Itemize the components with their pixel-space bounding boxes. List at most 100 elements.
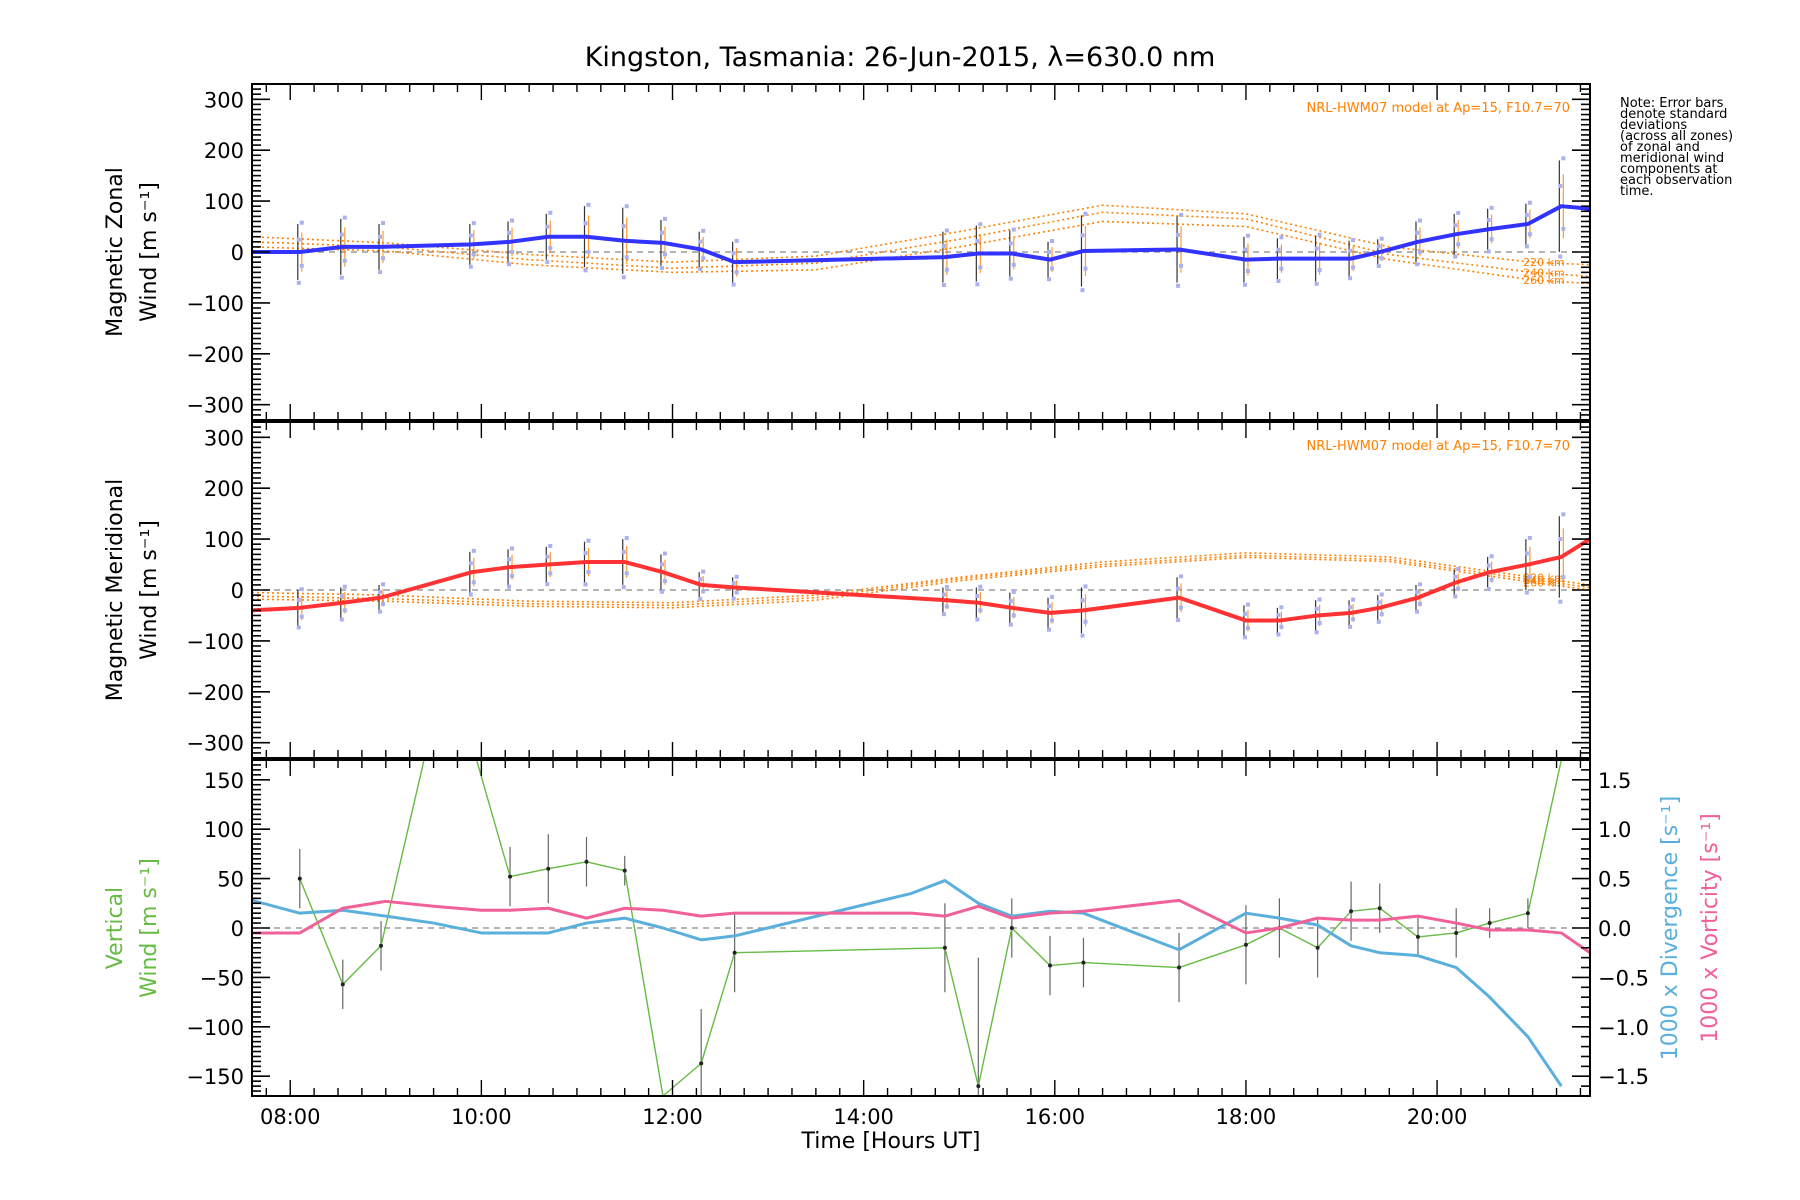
x-tick-label: 18:00 <box>1216 1105 1277 1129</box>
zone-point <box>583 221 588 226</box>
zone-point <box>586 570 591 575</box>
y-tick-label: 100 <box>204 818 244 842</box>
zone-point <box>1242 247 1247 252</box>
zone-point <box>299 220 304 225</box>
zone-point <box>1011 262 1016 267</box>
y-tick-label: 300 <box>204 88 244 112</box>
zone-point <box>944 584 949 589</box>
zone-point <box>1351 265 1356 270</box>
zone-point <box>1489 554 1494 559</box>
zone-point <box>1179 574 1184 579</box>
y2-tick-label: 1.0 <box>1598 818 1631 842</box>
zone-point <box>944 604 949 609</box>
zone-point <box>662 252 667 257</box>
y-tick-label: 0 <box>231 241 244 265</box>
zone-point <box>698 267 703 272</box>
zone-point <box>507 262 512 267</box>
zone-point <box>1050 618 1055 623</box>
zone-point <box>296 280 301 285</box>
zone-point <box>378 234 383 239</box>
zone-point <box>1561 156 1566 161</box>
zone-point <box>659 562 664 567</box>
zone-point <box>978 584 983 589</box>
zone-point <box>339 617 344 622</box>
zone-point <box>545 224 550 229</box>
zone-point <box>1050 594 1055 599</box>
zone-point <box>1376 619 1381 624</box>
zone-point <box>1453 574 1458 579</box>
zone-point <box>548 571 553 576</box>
y-tick-label: −50 <box>200 966 244 990</box>
vertical-wind-point <box>1454 930 1459 935</box>
zone-point <box>339 275 344 280</box>
zone-point <box>1379 256 1384 261</box>
zone-point <box>1527 232 1532 237</box>
model-label: 260 km <box>1523 576 1565 589</box>
zone-point <box>1276 279 1281 284</box>
y-tick-label: −100 <box>186 630 244 654</box>
zone-point <box>1351 617 1356 622</box>
y2-tick-label: 1.5 <box>1598 769 1631 793</box>
x-tick-label: 10:00 <box>451 1105 512 1129</box>
zone-point <box>1011 227 1016 232</box>
zone-point <box>510 249 515 254</box>
zone-point <box>1561 512 1566 517</box>
vorticity-line <box>252 898 1591 954</box>
zone-point <box>1176 232 1181 237</box>
x-tick-label: 14:00 <box>833 1105 894 1129</box>
zone-point <box>1417 582 1422 587</box>
zone-point <box>701 256 706 261</box>
zone-point <box>342 258 347 263</box>
zone-point <box>1179 212 1184 217</box>
zone-point <box>586 538 591 543</box>
zone-point <box>1080 288 1085 293</box>
model-curve-240km <box>251 211 1591 278</box>
zone-point <box>1279 624 1284 629</box>
zone-point <box>378 609 383 614</box>
zone-point <box>299 614 304 619</box>
zone-point <box>941 283 946 288</box>
x-axis-label: Time [Hours UT] <box>801 1129 981 1154</box>
zone-point <box>662 579 667 584</box>
zone-point <box>583 551 588 556</box>
y-tick-label: 200 <box>204 139 244 163</box>
model-annotation: NRL-HWM07 model at Ap=15, F10.7=70 <box>1307 439 1571 454</box>
zone-point <box>1524 244 1529 249</box>
model-label: 240 km <box>1523 266 1565 279</box>
vertical-wind-point <box>379 943 384 948</box>
zone-point <box>468 233 473 238</box>
zone-point <box>1417 218 1422 223</box>
vertical-wind-point <box>1081 960 1086 965</box>
zone-point <box>299 587 304 592</box>
zone-point <box>1279 235 1284 240</box>
zone-point <box>339 232 344 237</box>
zone-point <box>1317 232 1322 237</box>
vertical-wind-point <box>584 859 589 864</box>
vertical-wind-point <box>622 868 627 873</box>
vertical-wind-line <box>299 759 1563 1097</box>
zone-point <box>1486 563 1491 568</box>
zone-point <box>1008 622 1013 627</box>
zone-point <box>1179 263 1184 268</box>
zone-point <box>1317 597 1322 602</box>
zone-point <box>1083 619 1088 624</box>
zone-point <box>1083 584 1088 589</box>
zone-point <box>1489 237 1494 242</box>
zone-point <box>1245 268 1250 273</box>
zone-point <box>1176 586 1181 591</box>
y-tick-label: −300 <box>186 732 244 756</box>
zone-point <box>1527 535 1532 540</box>
zone-point <box>1176 283 1181 288</box>
vertical-wind-point <box>1415 934 1420 939</box>
zone-point <box>545 582 550 587</box>
zone-point <box>1558 184 1563 189</box>
y-axis-label: Wind [m s⁻¹] <box>137 520 162 660</box>
zone-point <box>1008 241 1013 246</box>
zone-point <box>978 265 983 270</box>
zone-point <box>941 612 946 617</box>
zone-point <box>731 596 736 601</box>
y-tick-label: −200 <box>186 343 244 367</box>
vertical-wind-point <box>942 945 947 950</box>
zone-point <box>1050 239 1055 244</box>
